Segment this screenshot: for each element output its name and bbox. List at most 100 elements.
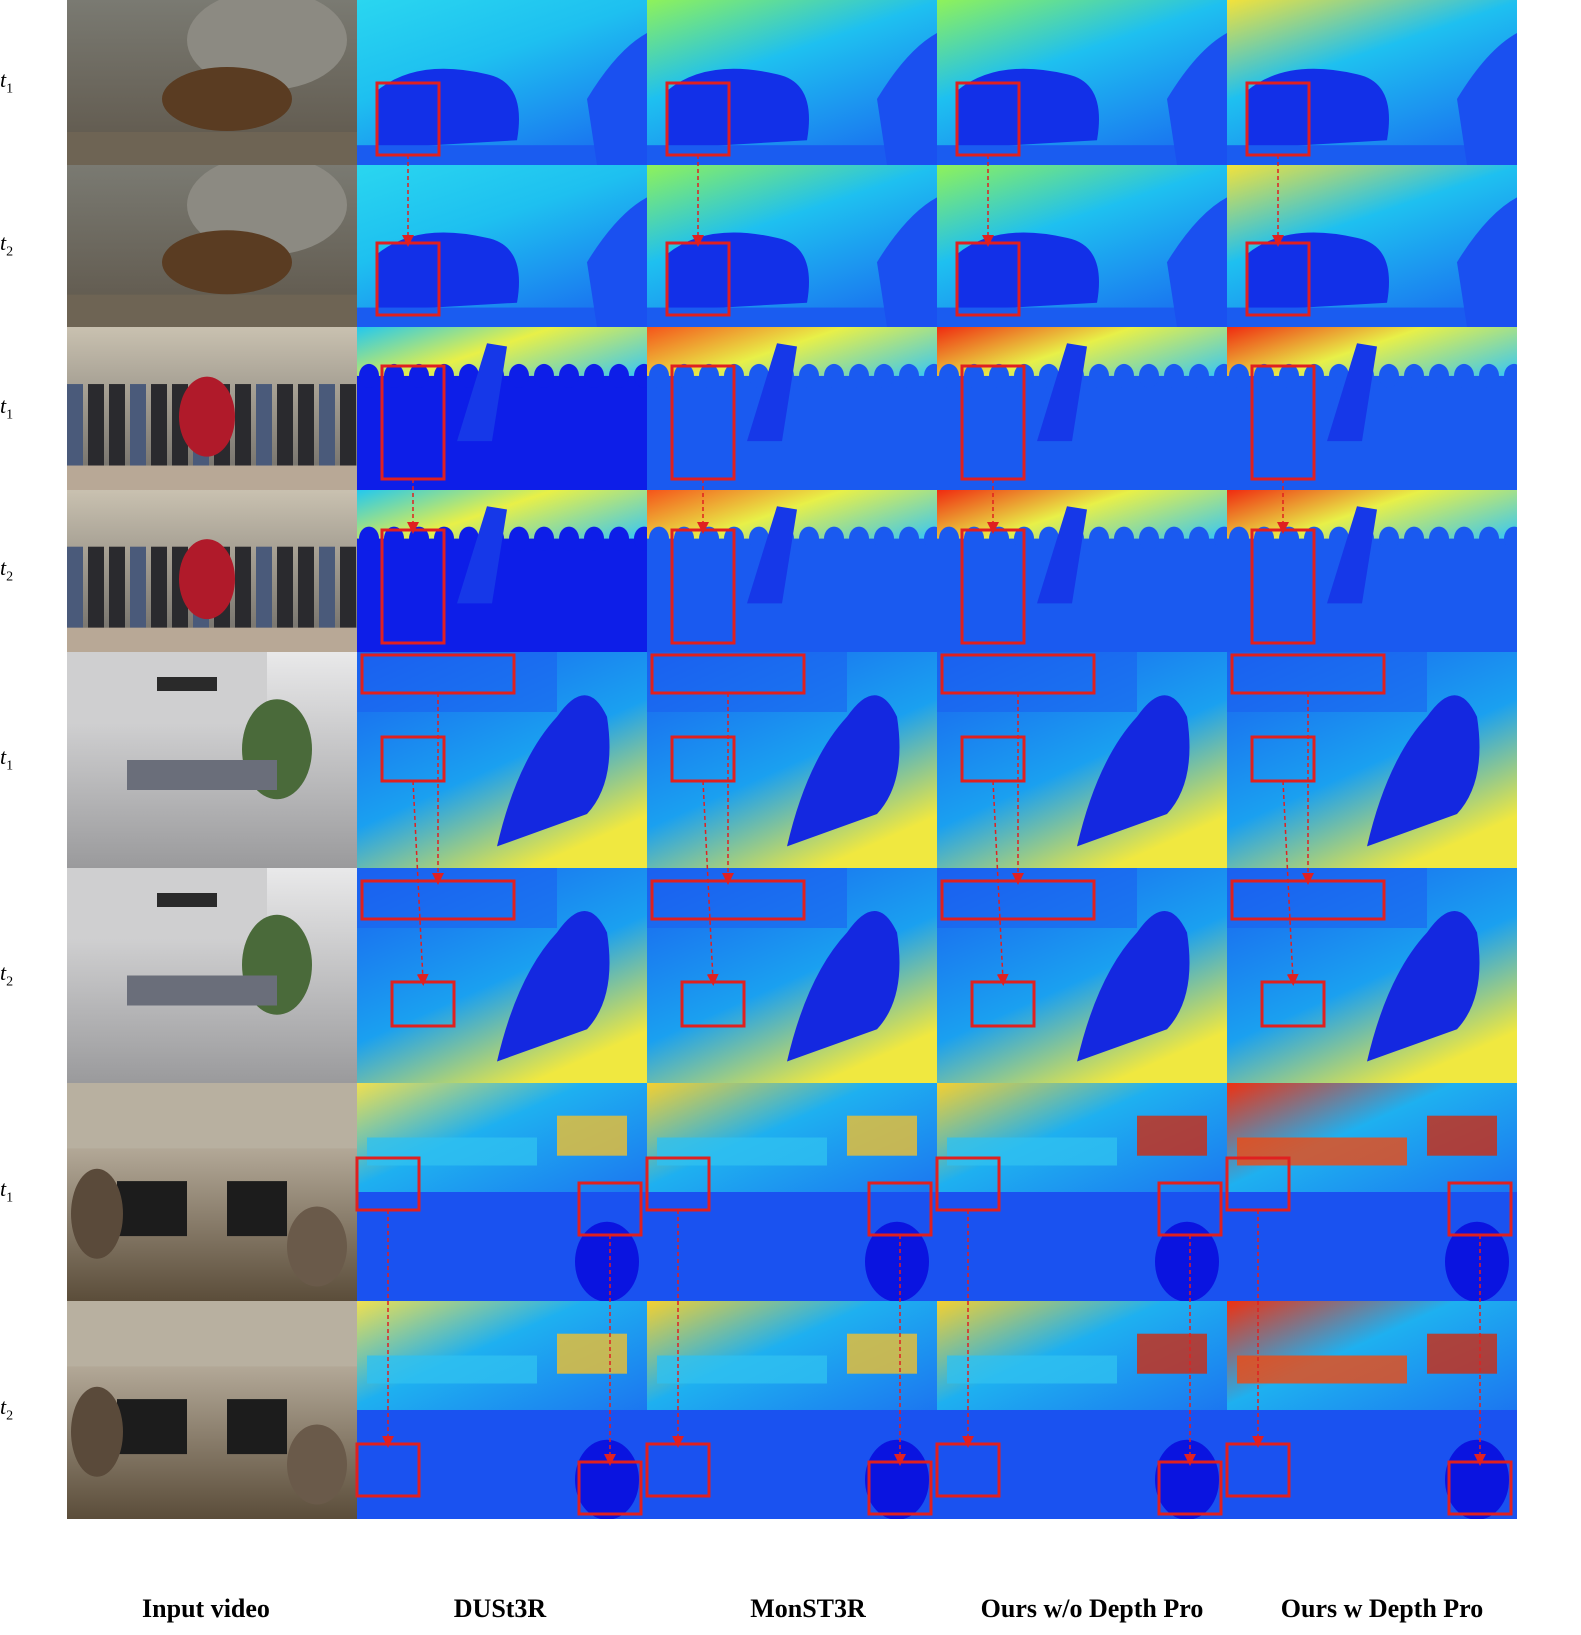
depth-map-cell (1227, 0, 1517, 165)
depth-map-cell (357, 0, 647, 165)
person-shape (287, 1206, 347, 1287)
depth-map (937, 1083, 1227, 1301)
depth-map-cell (357, 165, 647, 327)
video-frame (67, 327, 357, 490)
depth-map-cell (937, 1083, 1227, 1301)
row-label-6: t2 (0, 960, 24, 990)
dancer-shape (179, 539, 235, 620)
dancer-photo-icon (67, 327, 357, 490)
dancer-silhouette (747, 506, 797, 604)
bear-photo-icon (67, 0, 357, 165)
person-silhouette (1445, 1439, 1509, 1519)
row-label-3: t1 (0, 393, 24, 423)
time-symbol: t (0, 1394, 7, 1419)
video-frame (67, 868, 357, 1083)
person-shape (71, 1168, 123, 1259)
row-label-7: t1 (0, 1176, 24, 1206)
video-frame (67, 490, 357, 652)
depth-map-cell (1227, 1301, 1517, 1519)
depth-map-cell (937, 0, 1227, 165)
office-photo-icon (67, 868, 357, 1083)
time-symbol: t (0, 1176, 7, 1201)
depth-map-cell (357, 327, 647, 490)
time-index: 2 (6, 1408, 14, 1424)
dancer-silhouette (747, 343, 797, 442)
column-header-5: Ours w Depth Pro (1280, 1594, 1484, 1623)
bear-silhouette (377, 232, 519, 311)
depth-map-cell (937, 490, 1227, 652)
time-index: 1 (6, 80, 14, 96)
person-silhouette (497, 911, 610, 1062)
dancer-shape (179, 376, 235, 457)
row-label-8: t2 (0, 1394, 24, 1424)
person-silhouette (1445, 1221, 1509, 1301)
depth-map (937, 652, 1227, 868)
depth-map (647, 490, 937, 652)
depth-map-cell (647, 327, 937, 490)
person-silhouette (1367, 695, 1480, 847)
person-silhouette (865, 1439, 929, 1519)
bear-silhouette (667, 68, 809, 149)
depth-map-cell (937, 1301, 1227, 1519)
bear-shape (162, 67, 292, 131)
time-symbol: t (0, 66, 7, 92)
column-header-2: DUSt3R (453, 1594, 547, 1623)
row-label-5: t1 (0, 744, 24, 774)
person-silhouette (1367, 911, 1480, 1062)
depth-map-cell (1227, 868, 1517, 1083)
depth-map (937, 0, 1227, 165)
depth-map (647, 1301, 937, 1519)
dancer-silhouette (1327, 506, 1377, 604)
time-symbol: t (0, 555, 7, 580)
row-label-1: t1 (0, 67, 24, 97)
bear-shape (162, 230, 292, 295)
person-silhouette (787, 695, 900, 847)
depth-map (1227, 490, 1517, 652)
depth-map (937, 165, 1227, 327)
depth-map (1227, 165, 1517, 327)
workspace-photo-icon (67, 1083, 357, 1301)
bear-silhouette (957, 232, 1099, 311)
depth-map (357, 1301, 647, 1519)
time-symbol: t (0, 744, 7, 769)
time-symbol: t (0, 959, 7, 985)
person-shape (71, 1386, 123, 1477)
time-symbol: t (0, 392, 7, 418)
time-index: 2 (6, 244, 14, 260)
dancer-silhouette (457, 343, 507, 442)
depth-map-cell (357, 1301, 647, 1519)
depth-map (357, 1083, 647, 1301)
video-frame (67, 1301, 357, 1519)
bear-silhouette (667, 232, 809, 311)
depth-map (1227, 1083, 1517, 1301)
person-silhouette (865, 1221, 929, 1301)
depth-map (647, 652, 937, 868)
depth-map-cell (647, 652, 937, 868)
depth-map-cell (1227, 165, 1517, 327)
depth-map (937, 1301, 1227, 1519)
depth-map-cell (357, 1083, 647, 1301)
depth-map (647, 165, 937, 327)
depth-map (647, 327, 937, 490)
video-frame (67, 652, 357, 868)
person-silhouette (1155, 1221, 1219, 1301)
depth-map (357, 165, 647, 327)
depth-map-cell (647, 0, 937, 165)
video-frame (67, 1083, 357, 1301)
depth-map (357, 652, 647, 868)
depth-map-cell (357, 652, 647, 868)
bear-silhouette (957, 68, 1099, 149)
column-header-4: Ours w/o Depth Pro (980, 1594, 1204, 1623)
depth-map-cell (647, 1083, 937, 1301)
person-silhouette (787, 911, 900, 1062)
depth-map (1227, 1301, 1517, 1519)
depth-map (647, 868, 937, 1083)
depth-map (1227, 652, 1517, 868)
depth-map (1227, 327, 1517, 490)
column-header-1: Input video (142, 1594, 270, 1623)
depth-map-cell (937, 868, 1227, 1083)
depth-map-cell (647, 490, 937, 652)
depth-map (647, 1083, 937, 1301)
time-index: 2 (6, 569, 14, 585)
dancer-silhouette (457, 506, 507, 604)
